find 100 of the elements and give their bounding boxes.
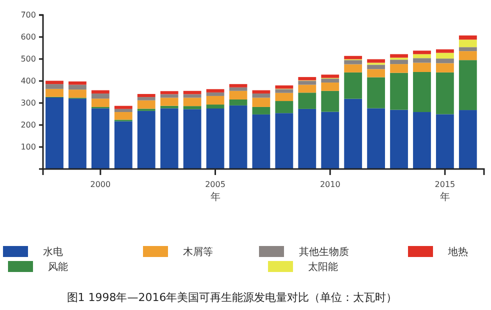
bar (183, 106, 202, 110)
bar (252, 106, 270, 114)
bar (183, 109, 202, 169)
bar (413, 50, 431, 54)
bar (367, 69, 386, 78)
legend-label: 地热 (447, 246, 468, 258)
bar (46, 80, 64, 84)
bar (275, 89, 294, 93)
legend-label: 太阳能 (308, 261, 338, 273)
bar (206, 96, 224, 105)
bar (183, 90, 202, 94)
bar (206, 104, 224, 108)
bar (436, 52, 454, 59)
bar (367, 59, 386, 63)
text: 图1 1998年—2016年美国可再生能源发电量对比（单位：太瓦时） (66, 291, 398, 304)
bar (344, 64, 362, 72)
bar (252, 94, 270, 98)
bar (68, 81, 86, 85)
bar (390, 60, 408, 64)
bar (321, 90, 340, 112)
bar (321, 112, 340, 169)
x-tick-label: 2005 (205, 180, 226, 189)
bar (298, 77, 316, 80)
bar (160, 106, 178, 108)
bar (390, 54, 408, 58)
bar (413, 72, 431, 112)
bar (160, 108, 178, 169)
legend-label: 水电 (43, 246, 63, 258)
bar (321, 82, 340, 91)
bar (367, 108, 386, 169)
bar (321, 78, 340, 83)
bar (252, 90, 270, 94)
bar (229, 105, 248, 169)
bar (390, 110, 408, 169)
bar (160, 91, 178, 94)
bar (367, 64, 386, 70)
bar (160, 94, 178, 98)
legend-label: 风能 (48, 261, 68, 273)
bar (68, 90, 86, 98)
bar (321, 74, 340, 78)
bar (413, 62, 431, 72)
bar (68, 98, 86, 169)
bar (183, 98, 202, 106)
y-tick-label: 600 (20, 32, 36, 42)
x-tick-label: 2000 (90, 180, 111, 189)
y-tick-label: 400 (20, 76, 36, 86)
bar (229, 99, 248, 106)
y-tick-label: 500 (20, 54, 36, 64)
legend-label: 其他生物质 (299, 246, 349, 258)
bar (275, 92, 294, 102)
bar (275, 113, 294, 169)
y-tick-label: 100 (20, 142, 36, 152)
bar (206, 92, 224, 96)
bar (436, 58, 454, 64)
x-tick-label: 2010 (320, 180, 340, 189)
bar (436, 72, 454, 114)
bar (344, 72, 362, 99)
bar (436, 114, 454, 169)
bar (46, 98, 64, 169)
bar (46, 88, 64, 97)
bar (137, 110, 156, 169)
bar (206, 108, 224, 169)
bar (91, 98, 110, 107)
y-tick-label: 200 (20, 120, 36, 130)
bar (275, 101, 294, 114)
bar (229, 90, 248, 100)
bar (436, 49, 454, 53)
bar (413, 58, 431, 63)
bar (91, 94, 110, 99)
bar (91, 108, 110, 169)
bar (137, 97, 156, 100)
bar (206, 89, 224, 92)
y-tick-label: 300 (20, 98, 36, 108)
bar (252, 114, 270, 169)
bar (46, 84, 64, 89)
legend-label: 木屑等 (183, 246, 213, 258)
bar (68, 84, 86, 90)
bar (183, 94, 202, 98)
bar (413, 112, 431, 169)
bar (458, 40, 477, 48)
bar (458, 60, 477, 110)
bar (344, 60, 362, 64)
bar (229, 84, 248, 88)
bar (137, 100, 156, 109)
bar (458, 47, 477, 52)
bar (298, 108, 316, 169)
text: 年 (210, 191, 220, 203)
bar (298, 92, 316, 109)
bar (344, 56, 362, 60)
bar (390, 72, 408, 110)
bar (413, 54, 431, 58)
bar (458, 110, 477, 169)
y-tick-label: 700 (20, 10, 36, 20)
bar (114, 121, 132, 169)
x-tick-label: 2015 (434, 180, 456, 189)
bar (344, 98, 362, 169)
bar (436, 63, 454, 72)
bar (114, 106, 132, 109)
text: 年 (440, 191, 450, 203)
bar (114, 108, 132, 112)
